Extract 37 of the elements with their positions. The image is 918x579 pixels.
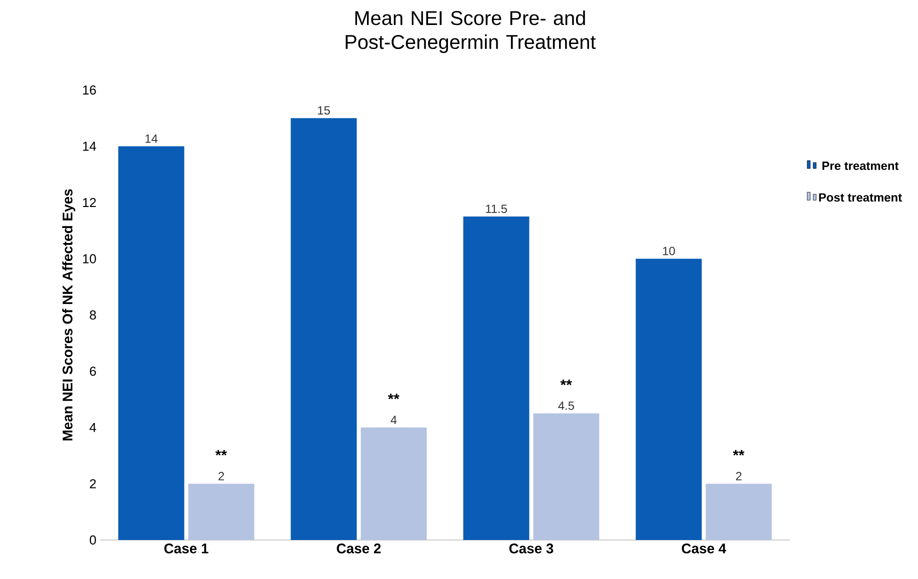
bar: [636, 258, 702, 540]
x-tick-label: Case 3: [509, 544, 554, 554]
y-tick-label: 2: [90, 479, 96, 488]
y-tick-label: 4: [90, 423, 96, 432]
data-label: 2: [736, 472, 742, 480]
bar: [118, 146, 184, 540]
y-tick-label: 10: [83, 254, 96, 264]
data-label: 15: [318, 106, 330, 115]
y-tick-label: 12: [83, 198, 96, 208]
y-tick-label: 6: [90, 366, 96, 376]
y-tick-label: 8: [90, 310, 96, 320]
data-label: 2: [218, 472, 224, 480]
bar: [706, 484, 772, 540]
x-tick-label: Case 1: [164, 544, 208, 554]
data-label: 10: [663, 246, 675, 256]
y-tick-label: 14: [83, 142, 96, 151]
bar: [463, 216, 530, 540]
data-label: 11.5: [486, 204, 507, 214]
bar: [188, 484, 254, 540]
y-axis-title: Mean NEI Scores Of NK Affected Eyes: [62, 189, 76, 440]
x-tick-label: Case 2: [336, 544, 381, 554]
legend-label: Pre treatment: [822, 162, 899, 170]
annotation: **: [388, 394, 400, 400]
x-tick-label: Case 4: [682, 544, 726, 554]
y-tick-label: 16: [83, 85, 96, 95]
chart-title: Mean NEI Score Pre- and Post-Cenegermin Treatment: [346, 10, 596, 53]
annotation: **: [560, 380, 572, 386]
annotation: **: [732, 450, 744, 456]
bar: [533, 413, 600, 540]
annotation: **: [215, 450, 227, 456]
data-label: 4.5: [558, 402, 574, 410]
legend-label: Post treatment: [819, 193, 902, 202]
bar: [290, 118, 357, 540]
bar: [360, 427, 427, 540]
data-label: 4: [390, 416, 397, 424]
data-label: 14: [146, 134, 158, 143]
y-tick-label: 0: [90, 535, 96, 545]
